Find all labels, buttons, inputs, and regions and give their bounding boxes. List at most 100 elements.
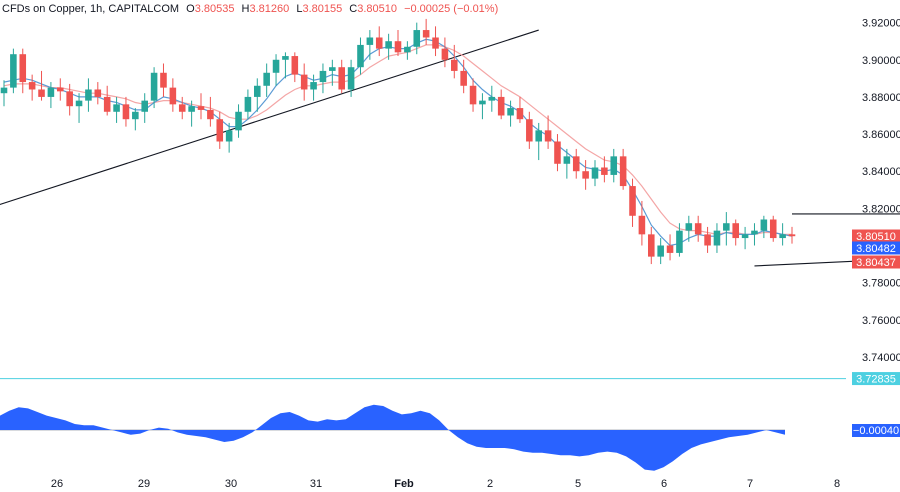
candle[interactable] [732,219,739,246]
candle-body [535,130,542,142]
candle[interactable] [375,26,383,57]
candle-body [788,234,796,237]
candle[interactable] [38,70,45,101]
candle[interactable] [85,78,92,112]
candle[interactable] [563,148,571,179]
candle[interactable] [178,96,186,120]
candle[interactable] [441,37,449,68]
candle[interactable] [657,238,664,265]
candle[interactable] [338,59,345,94]
candle[interactable] [432,26,439,57]
candle[interactable] [272,54,280,86]
candle[interactable] [150,67,158,109]
candle-body [385,41,392,49]
candle[interactable] [497,89,505,120]
candle[interactable] [685,215,693,242]
candle[interactable] [648,226,655,265]
candle[interactable] [488,85,496,112]
candle[interactable] [19,48,27,94]
oscillator-tag: −0.00040 [852,424,900,437]
candle[interactable] [357,37,364,75]
candle[interactable] [132,108,139,131]
candle[interactable] [582,160,589,190]
candle[interactable] [244,89,252,120]
candle-body [563,156,571,164]
candle[interactable] [122,96,130,127]
price-tag-label: 3.72835 [856,374,896,386]
candle[interactable] [554,134,561,172]
candle[interactable] [760,215,768,239]
candle-body [488,96,496,101]
time-tick-label: 5 [575,478,581,490]
candle[interactable] [751,223,758,246]
candle[interactable] [601,156,608,183]
candle[interactable] [300,63,308,101]
candle[interactable] [479,93,486,120]
candle[interactable] [713,223,721,253]
candle[interactable] [404,41,411,60]
candle[interactable] [160,63,167,97]
candle[interactable] [460,59,467,94]
candle[interactable] [188,100,195,127]
candle[interactable] [94,82,102,105]
candle[interactable] [216,111,224,149]
candle[interactable] [413,22,421,55]
rising-support-line[interactable] [0,29,539,205]
candle[interactable] [619,148,627,190]
candle[interactable] [197,93,205,120]
candle[interactable] [75,93,83,123]
candle[interactable] [103,85,111,116]
candle-body [601,167,608,175]
candle[interactable] [66,83,73,116]
candle[interactable] [779,223,786,246]
candle[interactable] [638,200,646,246]
candle-body [375,37,383,49]
candle[interactable] [629,178,636,227]
candle[interactable] [263,63,270,97]
candle[interactable] [788,226,796,244]
candle[interactable] [385,33,392,60]
candle[interactable] [666,234,674,261]
candle[interactable] [47,82,55,109]
candle[interactable] [113,96,120,123]
candle[interactable] [235,104,242,138]
candle-body [132,111,139,120]
candle[interactable] [676,223,683,257]
candle[interactable] [394,30,402,57]
candle[interactable] [526,111,533,149]
candle[interactable] [610,148,618,183]
candle[interactable] [591,160,599,187]
candle[interactable] [451,44,458,79]
candle[interactable] [282,52,289,79]
candle[interactable] [516,96,524,123]
candle[interactable] [769,215,777,242]
candle[interactable] [310,74,317,101]
candle[interactable] [291,52,299,83]
candle[interactable] [694,215,702,242]
candle[interactable] [329,59,336,86]
candle[interactable] [28,74,36,101]
candle[interactable] [10,48,17,94]
candle[interactable] [57,78,64,101]
candle[interactable] [507,100,514,127]
candle[interactable] [422,18,430,45]
candle[interactable] [319,63,327,94]
candle[interactable] [225,122,233,153]
candle[interactable] [572,148,580,179]
candle[interactable] [347,59,355,97]
candle[interactable] [723,212,730,246]
candle[interactable] [741,226,749,250]
candle[interactable] [169,78,177,112]
candle-body [582,171,589,179]
candle-body [413,30,421,47]
candle[interactable] [207,96,214,127]
candle[interactable] [535,122,542,161]
candle[interactable] [254,78,261,112]
candle[interactable] [141,93,148,123]
candle[interactable] [544,115,552,149]
candle[interactable] [0,80,8,107]
candle[interactable] [469,78,477,112]
candle[interactable] [704,226,711,253]
candle[interactable] [366,30,374,60]
